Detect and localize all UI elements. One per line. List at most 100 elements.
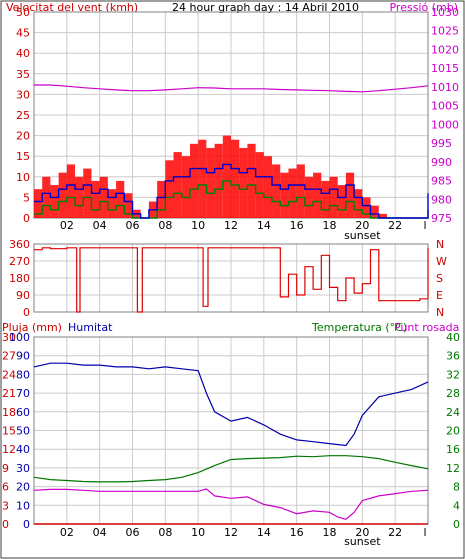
rain-tick-label: 9	[2, 462, 9, 475]
direction-tick-label: 360	[9, 238, 30, 251]
humidity-tick-label: 10	[16, 499, 30, 512]
x-tick-label: 06	[126, 526, 140, 539]
pressure-tick-label: 1000	[431, 118, 459, 131]
pressure-tick-label: 1015	[431, 62, 459, 75]
gust-bar	[157, 180, 166, 218]
gust-bar	[288, 168, 297, 218]
chart-title: 24 hour graph day : 14 Abril 2010	[172, 1, 359, 14]
pressure-tick-label: 1020	[431, 43, 459, 56]
wind-tick-label: 20	[16, 130, 30, 143]
gust-bar	[99, 176, 108, 218]
x-tick-label: 02	[60, 219, 74, 232]
temperature-tick-label: 0	[453, 518, 460, 531]
humidity-tick-label: 40	[16, 443, 30, 456]
gust-bar	[173, 152, 182, 218]
gust-bar	[181, 156, 190, 218]
temperature-tick-label: 16	[446, 443, 460, 456]
pressure-axis-label: Pressió (mb)	[389, 1, 458, 14]
rain-tick-label: 30	[2, 331, 16, 344]
gust-bar	[255, 152, 264, 218]
temperature-tick-label: 36	[446, 350, 460, 363]
gust-bar	[222, 135, 231, 218]
gust-bar	[329, 176, 338, 218]
humidity-axis-label: Humitat	[68, 321, 113, 334]
pressure-tick-label: 980	[431, 193, 452, 206]
dewpoint-series-line	[33, 488, 429, 520]
humidity-series-line	[33, 362, 429, 447]
gust-bar	[165, 160, 174, 218]
x-tick-label: 16	[290, 526, 304, 539]
compass-tick-label: S	[436, 272, 443, 285]
rain-tick-label: 24	[2, 368, 16, 381]
rain-tick-label: 3	[2, 499, 9, 512]
x-tick-label: 18	[323, 219, 337, 232]
dewpoint-axis-label: Punt rosada	[394, 321, 459, 334]
gust-bar	[91, 180, 100, 218]
rain-tick-label: 15	[2, 425, 16, 438]
gust-bar	[272, 164, 281, 218]
gust-bar	[198, 139, 207, 218]
wind-tick-label: 35	[16, 68, 30, 81]
x-tick-label: 20	[355, 219, 369, 232]
x-tick-label: 16	[290, 219, 304, 232]
compass-tick-label: N	[436, 306, 444, 319]
x-tick-label: 04	[93, 526, 107, 539]
humidity-tick-label: 0	[23, 518, 30, 531]
x-tick-label: 22	[388, 219, 402, 232]
pressure-tick-label: 1005	[431, 100, 459, 113]
rain-tick-label: 21	[2, 387, 16, 400]
wind-tick-label: 15	[16, 150, 30, 163]
gust-bar	[58, 172, 67, 218]
temperature-series-line	[33, 455, 429, 483]
rain-tick-label: 12	[2, 443, 16, 456]
wind-tick-label: 50	[16, 6, 30, 19]
wind-tick-label: 25	[16, 109, 30, 122]
sunset-label: sunset	[344, 229, 381, 242]
gust-bar	[34, 189, 43, 218]
gust-bar	[116, 180, 125, 218]
direction-tick-label: 180	[9, 272, 30, 285]
pressure-series-line	[34, 84, 429, 93]
gust-bar	[247, 143, 256, 218]
x-tick-label: 02	[60, 526, 74, 539]
x-tick-label: 08	[158, 526, 172, 539]
temperature-tick-label: 40	[446, 331, 460, 344]
x-tick-label: l	[423, 219, 426, 232]
gust-bar	[206, 147, 215, 218]
wind-tick-label: 45	[16, 27, 30, 40]
gust-bar	[231, 139, 240, 218]
pressure-tick-label: 995	[431, 137, 452, 150]
pressure-tick-label: 1025	[431, 25, 459, 38]
compass-tick-label: W	[436, 255, 447, 268]
wind-tick-label: 5	[23, 191, 30, 204]
pressure-tick-label: 1030	[431, 6, 459, 19]
pressure-tick-label: 985	[431, 175, 452, 188]
wind-tick-label: 10	[16, 171, 30, 184]
gust-bar	[214, 143, 223, 218]
direction-tick-label: 0	[23, 306, 30, 319]
gust-bar	[321, 180, 330, 218]
gust-bar	[296, 164, 305, 218]
direction-tick-label: 270	[9, 255, 30, 268]
temperature-tick-label: 8	[453, 481, 460, 494]
humidity-tick-label: 80	[16, 368, 30, 381]
rain-tick-label: 27	[2, 350, 16, 363]
gust-bar	[50, 185, 59, 218]
x-tick-label: 10	[191, 526, 205, 539]
gust-bar	[189, 143, 199, 218]
wind-tick-label: 40	[16, 47, 30, 60]
rain-tick-label: 6	[2, 481, 9, 494]
x-tick-label: 12	[224, 526, 238, 539]
temperature-tick-label: 12	[446, 462, 460, 475]
gust-bar	[239, 147, 248, 218]
rain-tick-label: 0	[2, 518, 9, 531]
wind-pressure-panel: 0510152025303540455097598098599099510001…	[16, 6, 459, 242]
temperature-axis-label: Temperatura (°C)	[311, 321, 407, 334]
wind-avg-series-line	[34, 163, 429, 219]
sunset-label: sunset	[344, 535, 381, 548]
